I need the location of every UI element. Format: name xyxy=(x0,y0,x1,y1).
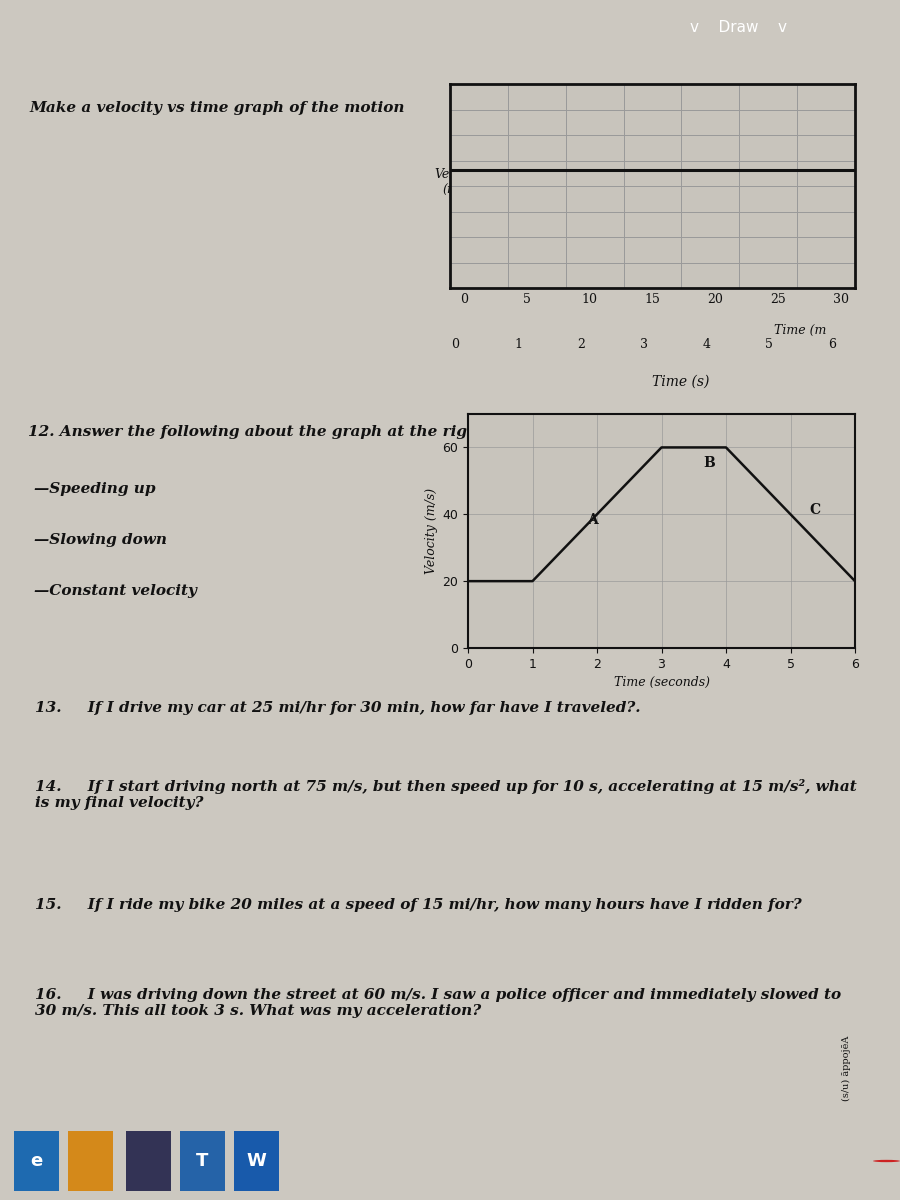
Text: 16.     I was driving down the street at 60 m/s. I saw a police officer and imme: 16. I was driving down the street at 60 … xyxy=(35,989,842,1019)
Text: C: C xyxy=(810,503,821,517)
Text: e: e xyxy=(30,1152,42,1170)
Text: (s/u) āppojēA: (s/u) āppojēA xyxy=(842,1036,850,1100)
Bar xyxy=(180,1132,225,1190)
Text: Time (m: Time (m xyxy=(774,324,827,337)
Text: W: W xyxy=(247,1152,266,1170)
Bar xyxy=(68,1132,112,1190)
Text: —Constant velocity: —Constant velocity xyxy=(34,584,197,598)
Text: 25: 25 xyxy=(770,293,786,306)
Text: 3: 3 xyxy=(640,338,648,350)
Bar xyxy=(126,1132,171,1190)
Text: 13.     If I drive my car at 25 mi/hr for 30 min, how far have I traveled?.: 13. If I drive my car at 25 mi/hr for 30… xyxy=(35,701,641,715)
Text: 0: 0 xyxy=(452,338,459,350)
Text: —Speeding up: —Speeding up xyxy=(34,482,156,496)
Text: Time (s): Time (s) xyxy=(652,374,709,389)
Text: 30: 30 xyxy=(832,293,849,306)
Text: 5: 5 xyxy=(523,293,531,306)
Text: 12. Answer the following about the graph at the right:: 12. Answer the following about the graph… xyxy=(28,425,490,439)
Text: T: T xyxy=(196,1152,209,1170)
Text: 6: 6 xyxy=(828,338,836,350)
Text: 5: 5 xyxy=(765,338,773,350)
Text: 4: 4 xyxy=(703,338,710,350)
Text: Make a velocity vs time graph of the motion: Make a velocity vs time graph of the mot… xyxy=(30,101,405,115)
Bar xyxy=(14,1132,58,1190)
Text: 14.     If I start driving north at 75 m/s, but then speed up for 10 s, accelera: 14. If I start driving north at 75 m/s, … xyxy=(35,779,857,810)
Text: 2: 2 xyxy=(577,338,585,350)
Bar xyxy=(234,1132,279,1190)
Circle shape xyxy=(873,1160,900,1162)
Text: 1: 1 xyxy=(514,338,522,350)
Y-axis label: Velocity (m/s): Velocity (m/s) xyxy=(425,488,438,574)
X-axis label: Time (seconds): Time (seconds) xyxy=(614,677,709,689)
Text: 15.     If I ride my bike 20 miles at a speed of 15 mi/hr, how many hours have I: 15. If I ride my bike 20 miles at a spee… xyxy=(35,898,802,912)
Text: —Slowing down: —Slowing down xyxy=(34,533,166,547)
Text: Velocity
(m/s): Velocity (m/s) xyxy=(434,168,484,197)
Text: 0: 0 xyxy=(460,293,468,306)
Text: v    Draw    v: v Draw v xyxy=(689,19,787,35)
Text: A: A xyxy=(588,514,598,527)
Text: 20: 20 xyxy=(707,293,724,306)
Text: 10: 10 xyxy=(581,293,598,306)
Text: B: B xyxy=(704,456,716,470)
Text: 15: 15 xyxy=(644,293,661,306)
